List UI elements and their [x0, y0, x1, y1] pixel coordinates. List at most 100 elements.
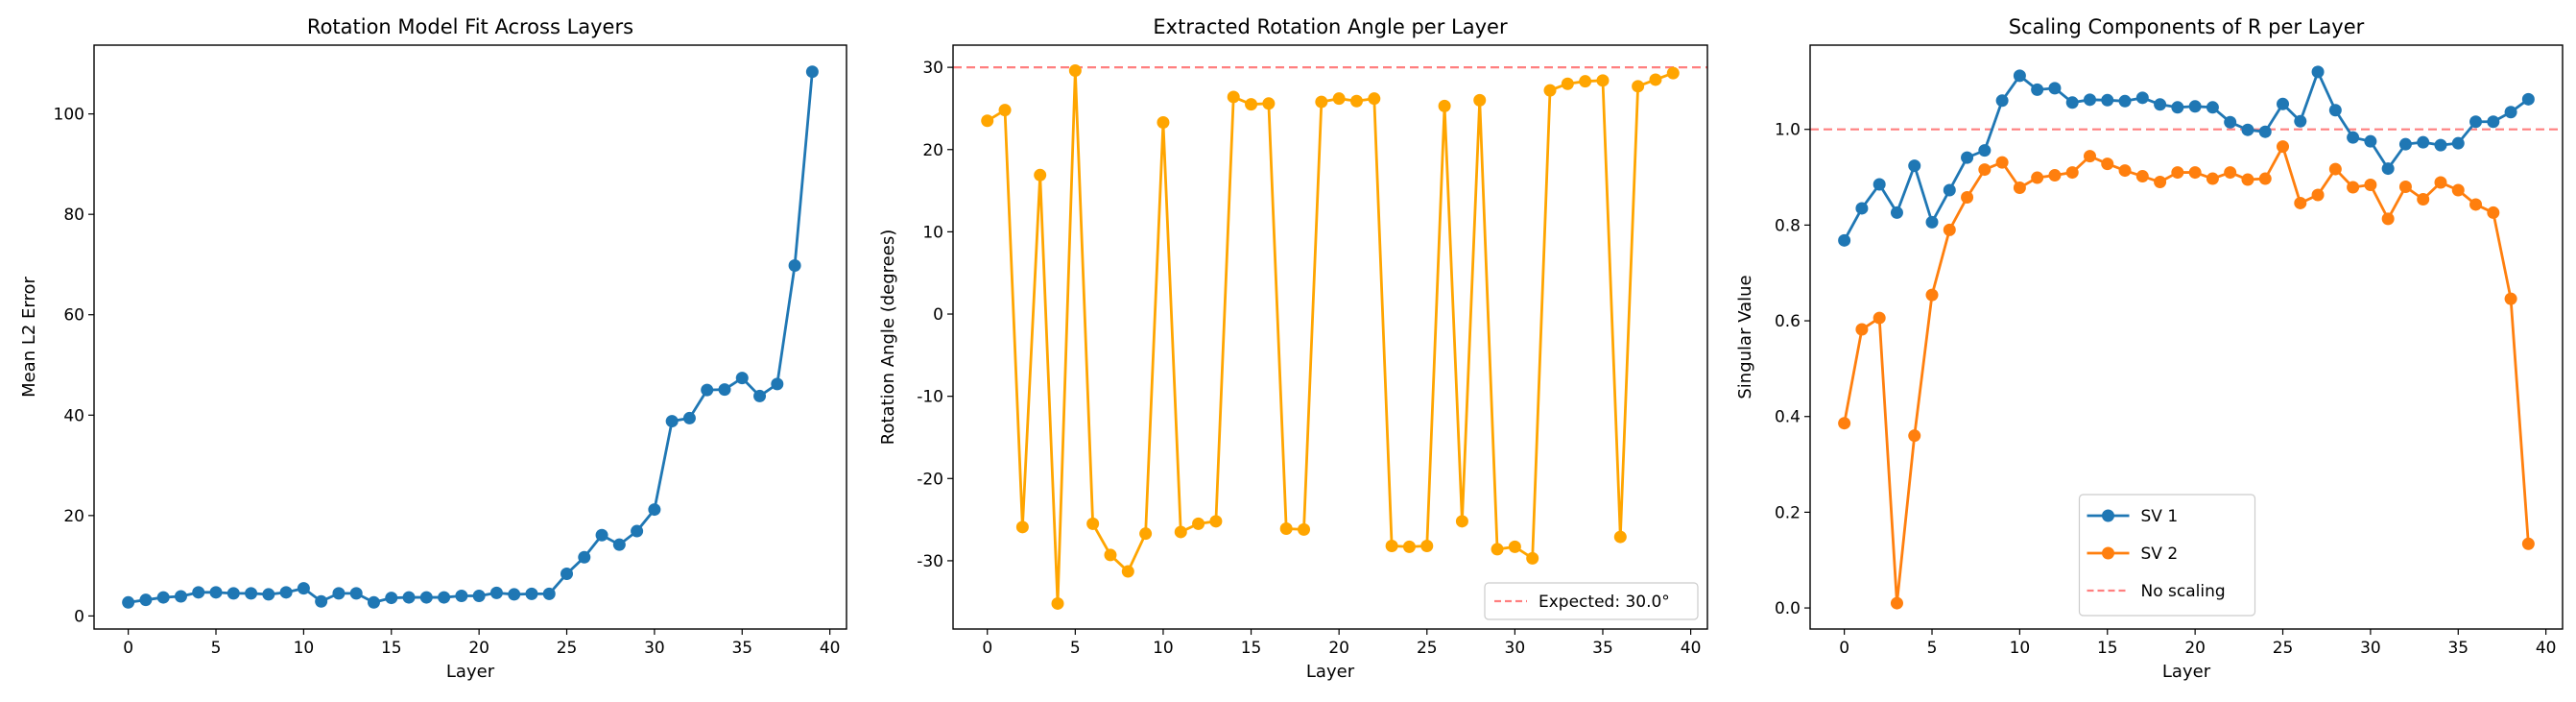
- data-point: [1925, 288, 1939, 302]
- data-point: [279, 586, 293, 599]
- y-tick-label: 40: [63, 406, 84, 425]
- data-point: [2154, 176, 2167, 189]
- data-point: [2048, 82, 2062, 95]
- data-point: [648, 503, 661, 517]
- x-tick-label: 0: [1839, 639, 1849, 658]
- x-tick-label: 35: [2447, 639, 2469, 658]
- y-tick-label: 1.0: [1775, 121, 1801, 140]
- data-point: [2364, 179, 2377, 192]
- data-point: [2311, 188, 2325, 202]
- data-point: [612, 538, 626, 551]
- data-point: [297, 582, 310, 595]
- data-point: [367, 595, 380, 609]
- data-point: [472, 589, 486, 602]
- y-tick-label: 0.4: [1775, 408, 1801, 427]
- chart-title: Extracted Rotation Angle per Layer: [1153, 15, 1508, 38]
- data-point: [1157, 115, 1170, 129]
- data-point: [1279, 522, 1293, 536]
- data-point: [332, 587, 346, 600]
- data-point: [2434, 176, 2447, 189]
- series-line-1: [987, 69, 1674, 605]
- y-tick-label: -20: [917, 470, 943, 489]
- data-point: [2294, 196, 2307, 209]
- x-tick-label: 20: [1328, 639, 1349, 658]
- data-point: [1872, 311, 1886, 325]
- data-point: [805, 65, 819, 79]
- data-point: [2013, 69, 2026, 83]
- x-tick-label: 40: [2536, 639, 2557, 658]
- data-point: [665, 415, 679, 428]
- data-point: [753, 389, 767, 402]
- chart-panel-2: Extracted Rotation Angle per Layer 0 5 10 15…: [878, 15, 1708, 682]
- data-point: [2188, 100, 2202, 113]
- data-point: [1838, 233, 1851, 247]
- data-point: [1015, 520, 1029, 534]
- data-point: [156, 591, 170, 604]
- data-point: [2504, 292, 2517, 305]
- data-point: [455, 589, 468, 602]
- data-point: [2206, 101, 2219, 114]
- data-point: [1508, 540, 1521, 553]
- data-point: [1908, 159, 1921, 173]
- x-tick-label: 15: [381, 639, 402, 658]
- series-line-1: [128, 71, 814, 604]
- data-point: [631, 524, 644, 538]
- data-point: [1402, 540, 1416, 553]
- data-point: [1526, 551, 1539, 565]
- legend: SV 1 SV 2 No scaling: [2078, 494, 2256, 617]
- data-point: [349, 587, 363, 600]
- x-tick-label: 30: [2360, 639, 2381, 658]
- y-tick-label: 20: [922, 141, 943, 160]
- y-tick-label: 0: [933, 305, 943, 325]
- legend-label: Expected: 30.0°: [1538, 593, 1670, 612]
- data-point: [682, 411, 696, 424]
- x-tick-label: 35: [1592, 639, 1613, 658]
- data-point: [2487, 115, 2500, 129]
- data-point: [2521, 537, 2535, 550]
- data-point: [1245, 98, 1258, 111]
- data-point: [2417, 192, 2430, 206]
- legend-box: [2078, 494, 2256, 617]
- data-point: [1349, 94, 1363, 108]
- data-point: [1995, 94, 2009, 108]
- data-point: [2469, 198, 2483, 211]
- data-point: [1491, 543, 1504, 556]
- data-point: [1174, 525, 1187, 539]
- data-point: [1104, 548, 1117, 562]
- data-point: [1890, 596, 1903, 610]
- data-point: [1978, 163, 1992, 177]
- y-tick-label: 0.8: [1775, 216, 1801, 235]
- data-point: [1908, 429, 1921, 443]
- axes-frame: [93, 44, 847, 630]
- data-point: [2031, 171, 2044, 184]
- data-point: [139, 593, 153, 607]
- data-point: [981, 114, 994, 128]
- x-axis-label: Layer: [2162, 662, 2211, 682]
- data-point: [1855, 202, 1869, 215]
- legend-label: SV 1: [2141, 507, 2179, 526]
- data-point: [402, 591, 416, 604]
- chart-title: Rotation Model Fit Across Layers: [307, 15, 633, 38]
- data-point: [1649, 73, 1662, 86]
- y-tick-label: 30: [922, 59, 943, 78]
- legend-label: No scaling: [2141, 582, 2226, 601]
- data-point: [2277, 140, 2290, 154]
- data-point: [1262, 97, 1276, 110]
- data-point: [385, 592, 398, 605]
- x-tick-label: 10: [1153, 639, 1174, 658]
- data-point: [419, 591, 433, 604]
- data-point: [1121, 565, 1134, 578]
- data-point: [1192, 517, 1205, 530]
- data-point: [1368, 92, 1381, 106]
- data-point: [1473, 93, 1487, 107]
- x-tick-label: 20: [468, 639, 489, 658]
- data-point: [262, 588, 275, 601]
- x-tick-label: 40: [1681, 639, 1702, 658]
- y-tick-label: 60: [63, 306, 84, 326]
- data-point: [2504, 106, 2517, 119]
- data-point: [1596, 74, 1610, 87]
- data-point: [2294, 114, 2307, 128]
- axes-frame: [952, 44, 1708, 630]
- data-point: [438, 591, 451, 604]
- chart-title: Scaling Components of R per Layer: [2009, 15, 2365, 38]
